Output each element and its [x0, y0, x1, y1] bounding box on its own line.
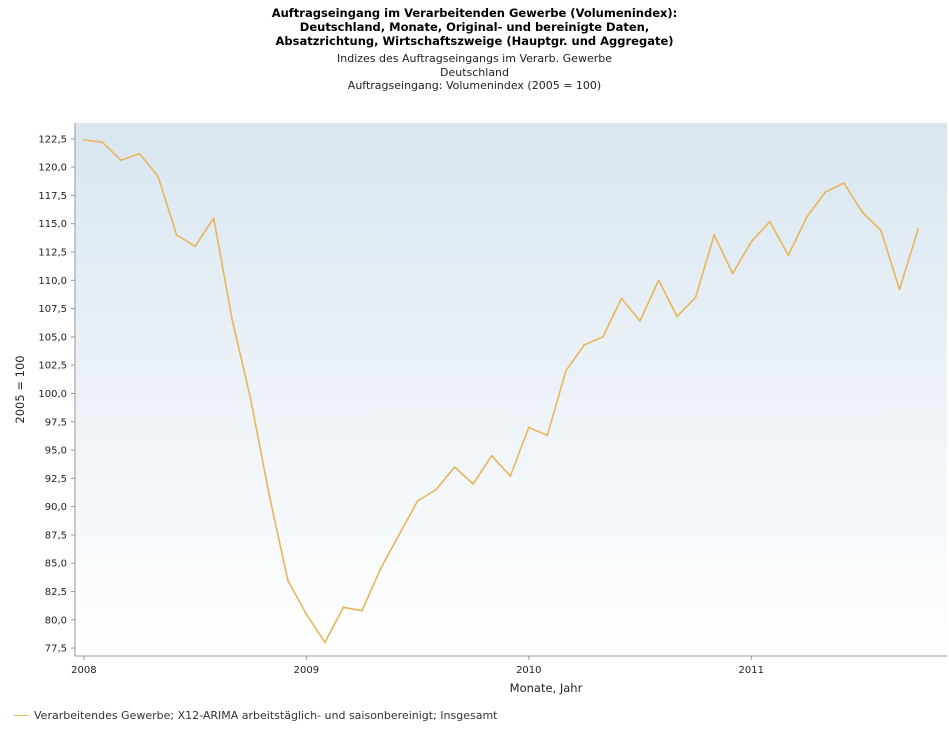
x-tick-label: 2008: [71, 665, 96, 676]
legend: Verarbeitendes Gewerbe; X12-ARIMA arbeit…: [14, 709, 497, 722]
legend-label: Verarbeitendes Gewerbe; X12-ARIMA arbeit…: [34, 709, 497, 722]
y-tick-label: 100,0: [38, 389, 67, 400]
y-tick-label: 112,5: [38, 248, 67, 259]
data-point: [454, 466, 456, 468]
data-point: [528, 427, 530, 429]
data-point: [695, 296, 697, 298]
data-point: [732, 273, 734, 275]
x-tick-label: 2009: [294, 665, 319, 676]
data-point: [268, 494, 270, 496]
data-point: [843, 182, 845, 184]
y-tick-label: 90,0: [45, 502, 67, 513]
data-point: [602, 336, 604, 338]
plot-area: [75, 123, 947, 656]
legend-swatch: [14, 715, 28, 716]
data-point: [899, 289, 901, 291]
data-point: [398, 534, 400, 536]
data-point: [102, 141, 104, 143]
y-tick-label: 117,5: [38, 191, 67, 202]
x-axis-title: Monate, Jahr: [510, 681, 583, 695]
data-point: [584, 344, 586, 346]
y-tick-label: 87,5: [45, 530, 67, 541]
data-point: [287, 579, 289, 581]
data-point: [880, 230, 882, 232]
data-point: [176, 234, 178, 236]
data-point: [862, 212, 864, 214]
data-point: [825, 191, 827, 193]
data-point: [713, 234, 715, 236]
y-tick-label: 82,5: [45, 587, 67, 598]
data-point: [676, 316, 678, 318]
data-point: [565, 370, 567, 372]
data-point: [639, 320, 641, 322]
data-point: [324, 642, 326, 644]
data-point: [658, 279, 660, 281]
data-point: [750, 241, 752, 243]
data-point: [435, 489, 437, 491]
x-tick-label: 2010: [516, 665, 541, 676]
y-tick-label: 110,0: [38, 276, 67, 287]
data-point: [806, 216, 808, 218]
x-axis: 2008 2009 2010 2011: [71, 656, 947, 676]
data-point: [472, 483, 474, 485]
data-point: [769, 221, 771, 223]
y-tick-label: 102,5: [38, 361, 67, 372]
data-point: [491, 455, 493, 457]
y-tick-label: 85,0: [45, 559, 67, 570]
data-point: [231, 319, 233, 321]
data-point: [787, 255, 789, 257]
y-tick-label: 92,5: [45, 474, 67, 485]
data-point: [917, 229, 919, 231]
y-axis: 122,5 120,0 117,5 115,0 112,5 110,0 107,5 105,0…: [38, 123, 75, 656]
y-tick-label: 115,0: [38, 219, 67, 230]
data-point: [546, 434, 548, 436]
data-point: [305, 613, 307, 615]
data-point: [213, 217, 215, 219]
x-tick-label: 2011: [739, 665, 764, 676]
data-point: [120, 159, 122, 161]
data-point: [361, 610, 363, 612]
y-tick-label: 120,0: [38, 163, 67, 174]
data-point: [509, 475, 511, 477]
data-point: [83, 139, 85, 141]
y-tick-label: 105,0: [38, 332, 67, 343]
data-point: [621, 298, 623, 300]
y-tick-label: 97,5: [45, 417, 67, 428]
y-tick-label: 95,0: [45, 446, 67, 457]
data-point: [157, 175, 159, 177]
data-point: [139, 153, 141, 155]
data-point: [250, 398, 252, 400]
y-tick-label: 80,0: [45, 615, 67, 626]
y-tick-label: 77,5: [45, 644, 67, 655]
data-point: [343, 606, 345, 608]
y-axis-title: 2005 = 100: [13, 355, 27, 423]
data-point: [417, 500, 419, 502]
y-tick-label: 122,5: [38, 134, 67, 145]
data-point: [380, 568, 382, 570]
y-tick-label: 107,5: [38, 304, 67, 315]
data-point: [194, 245, 196, 247]
